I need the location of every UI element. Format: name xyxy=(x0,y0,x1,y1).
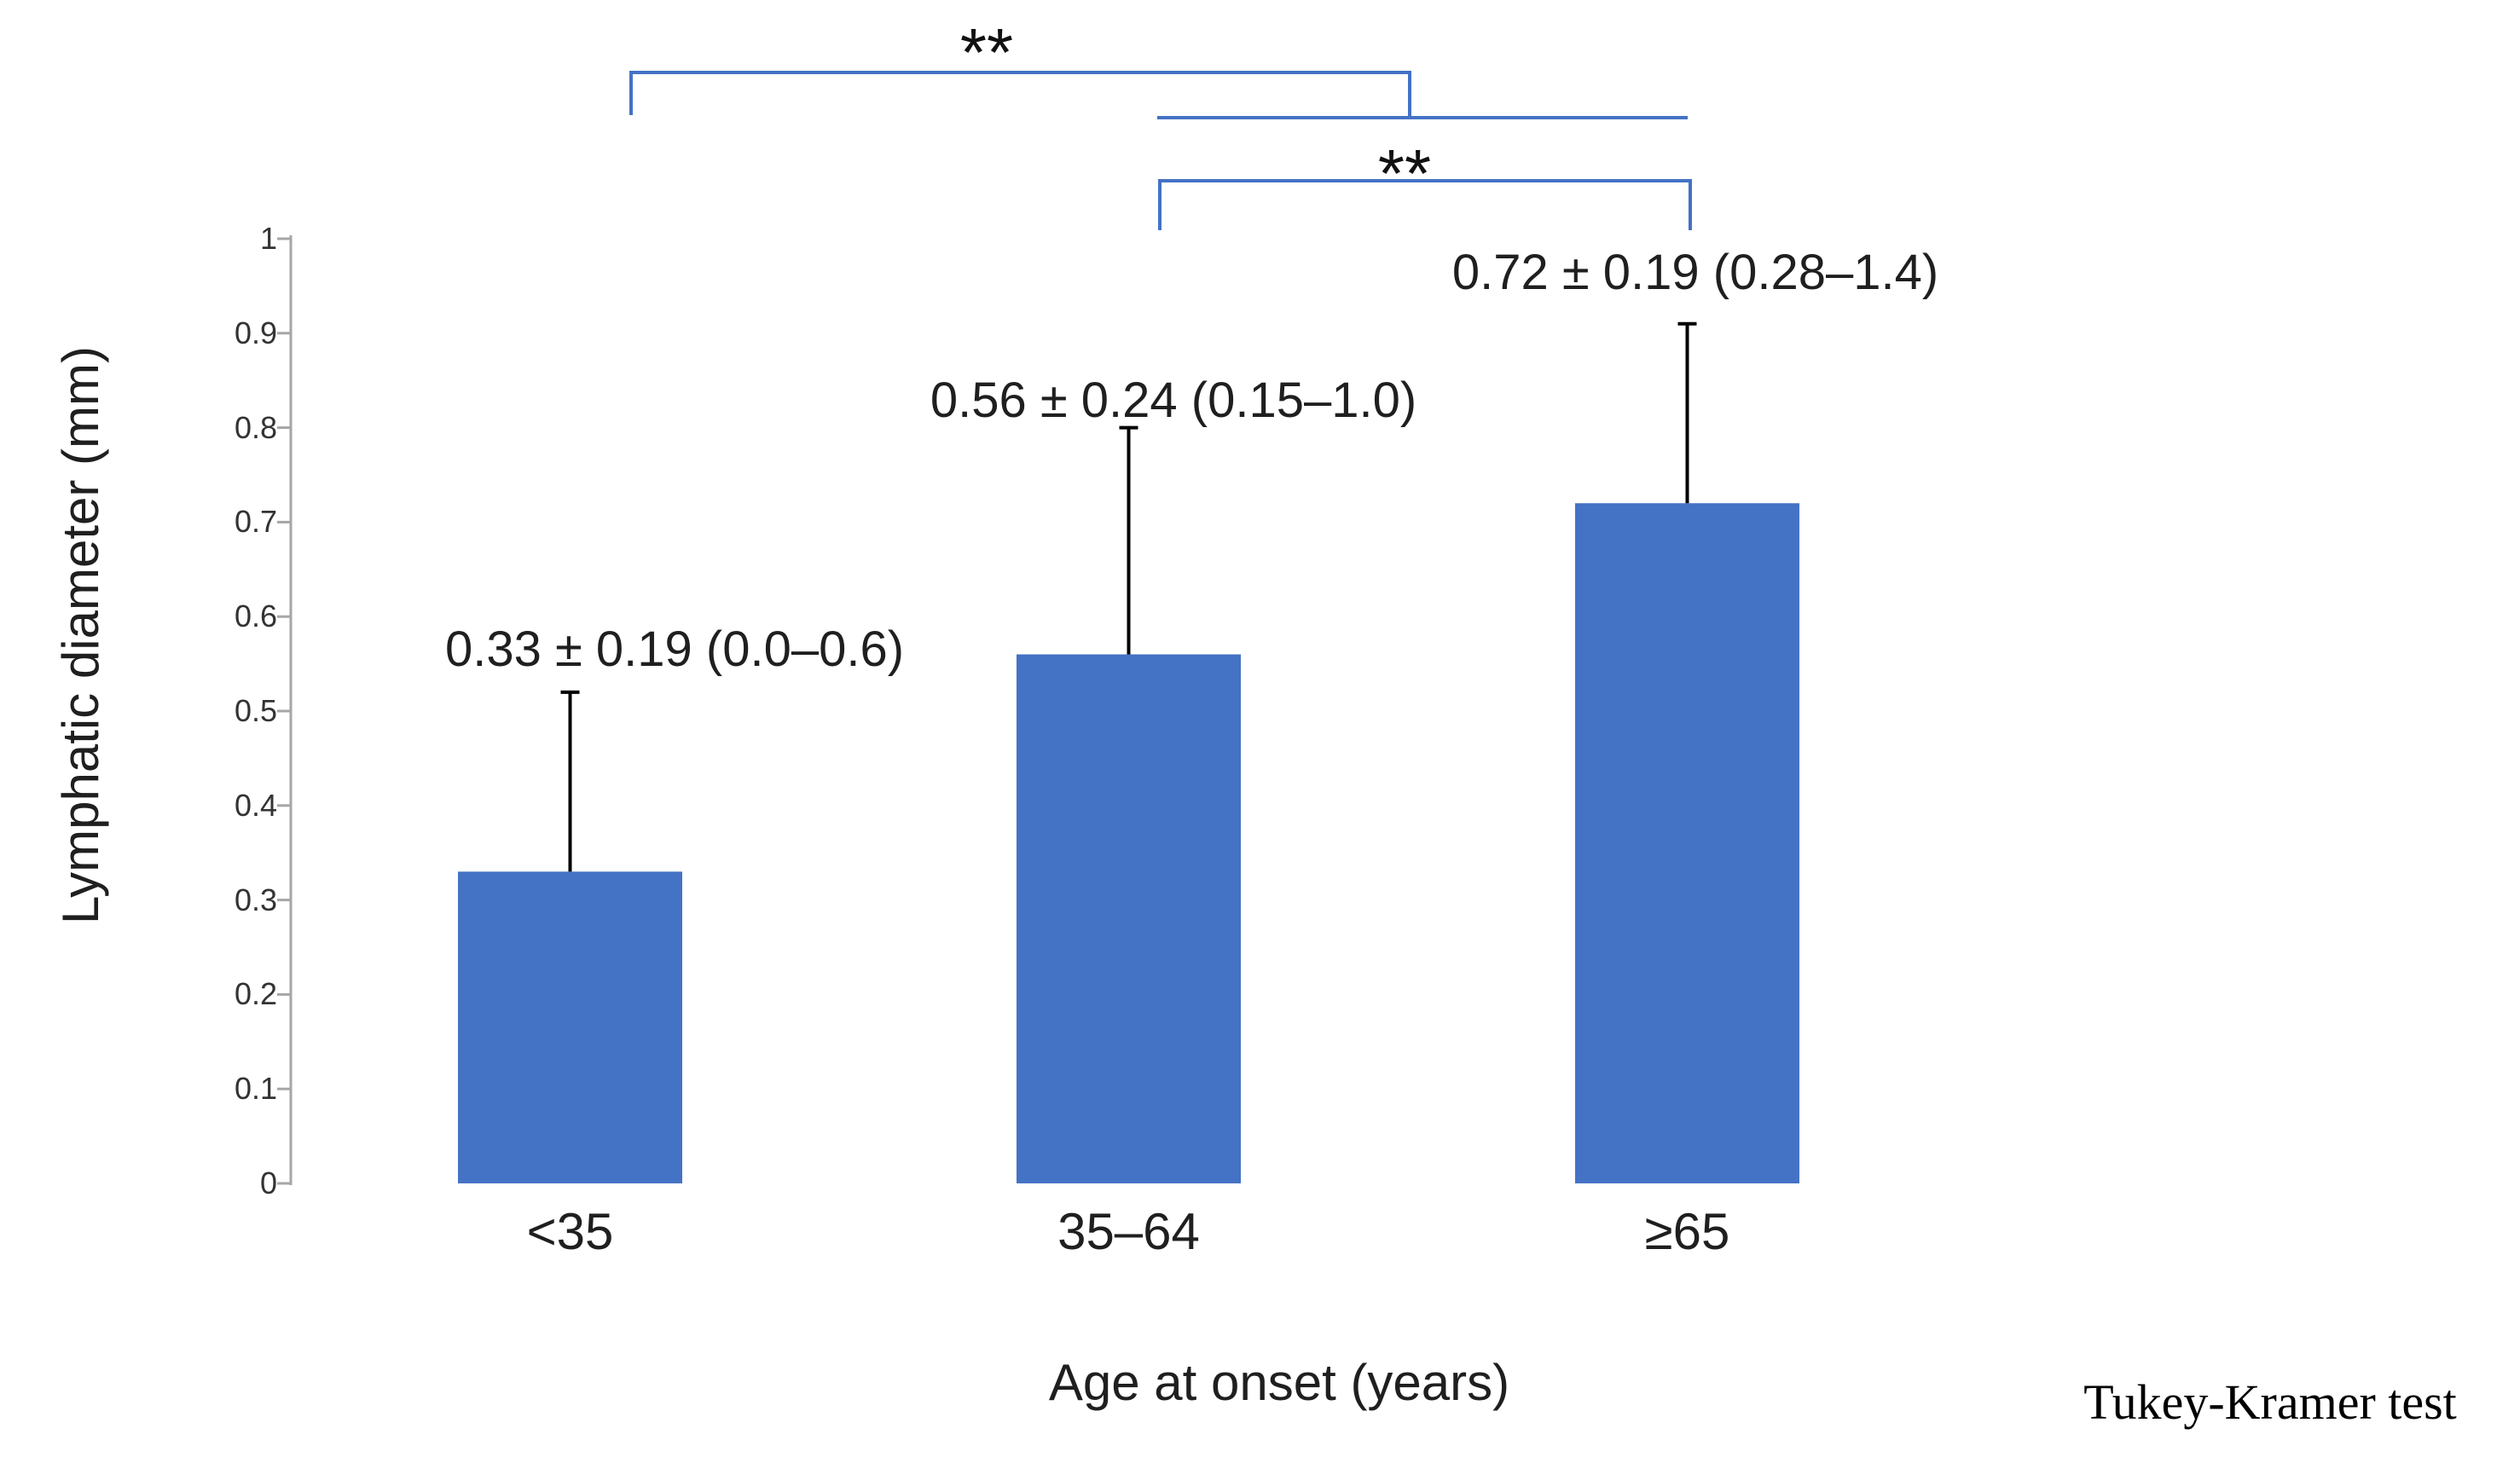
bar-≥65 xyxy=(1575,503,1799,1183)
x-axis-title: Age at onset (years) xyxy=(1048,1354,1510,1411)
y-tick-label-0.3: 0.3 xyxy=(234,882,277,917)
significance-bracket xyxy=(629,71,1411,118)
bar-<35 xyxy=(458,871,682,1183)
y-tick-label-0.8: 0.8 xyxy=(234,409,277,445)
y-tick-label-0: 0 xyxy=(259,1165,277,1200)
y-tick-label-0.6: 0.6 xyxy=(234,599,277,634)
y-tick-label-0.5: 0.5 xyxy=(234,693,277,728)
significance-bracket xyxy=(1158,179,1692,230)
y-axis-title: Lymphatic diameter (mm) xyxy=(52,346,109,924)
y-tick-label-0.2: 0.2 xyxy=(234,976,277,1012)
bar-35–64 xyxy=(1017,654,1241,1183)
x-category-label-35–64: 35–64 xyxy=(1057,1203,1200,1260)
x-category-label-≥65: ≥65 xyxy=(1644,1203,1730,1260)
y-tick-label-0.7: 0.7 xyxy=(234,504,277,540)
stat-test-note: Tukey-Kramer test xyxy=(2083,1374,2457,1430)
bar-annotation-1: 0.56 ± 0.24 (0.15–1.0) xyxy=(930,373,1417,428)
y-tick-label-1: 1 xyxy=(259,221,277,256)
bar-annotation-2: 0.72 ± 0.19 (0.28–1.4) xyxy=(1451,245,1939,300)
significance-label-0: ** xyxy=(959,14,1014,90)
y-tick-label-0.9: 0.9 xyxy=(234,315,277,350)
x-category-label-<35: <35 xyxy=(526,1203,614,1260)
y-tick-label-0.1: 0.1 xyxy=(234,1071,277,1107)
bar-annotation-0: 0.33 ± 0.19 (0.0–0.6) xyxy=(444,622,905,677)
y-tick-label-0.4: 0.4 xyxy=(234,787,277,823)
significance-label-1: ** xyxy=(1377,136,1432,211)
